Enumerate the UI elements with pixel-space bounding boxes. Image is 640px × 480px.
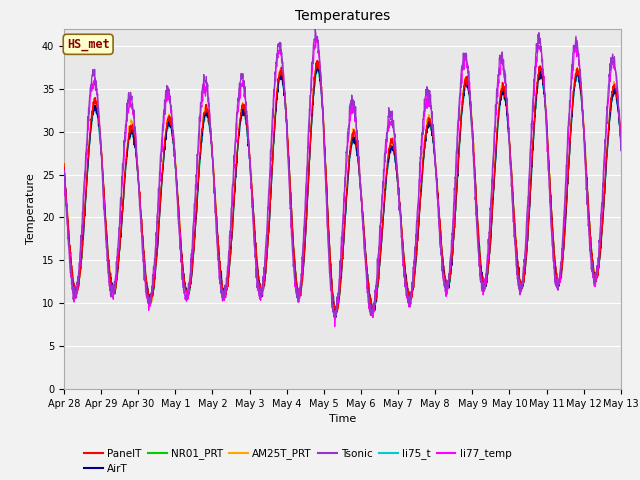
Line: Tsonic: Tsonic — [64, 28, 621, 316]
Tsonic — [601, 137, 609, 143]
AirT — [602, 177, 609, 183]
AM25T_PRT — [617, 133, 625, 139]
AM25T_PRT — [60, 160, 68, 166]
Tsonic — [312, 25, 319, 31]
Tsonic — [617, 148, 625, 154]
PanelT — [88, 111, 96, 117]
AM25T_PRT — [332, 310, 340, 315]
li77_temp — [602, 148, 609, 154]
li77_temp — [312, 34, 320, 40]
AM25T_PRT — [602, 178, 609, 183]
Title: Temperatures: Temperatures — [295, 10, 390, 24]
PanelT — [499, 83, 507, 89]
li77_temp — [60, 168, 68, 174]
NR01_PRT — [602, 181, 609, 187]
AirT — [316, 76, 324, 82]
Text: HS_met: HS_met — [67, 38, 109, 51]
AM25T_PRT — [499, 83, 507, 88]
li75_t — [602, 182, 609, 188]
AM25T_PRT — [331, 306, 339, 312]
Tsonic — [331, 313, 339, 319]
AM25T_PRT — [316, 72, 324, 78]
AirT — [331, 312, 339, 318]
Tsonic — [602, 141, 609, 146]
li75_t — [314, 66, 321, 72]
PanelT — [316, 76, 324, 82]
NR01_PRT — [60, 168, 68, 174]
Tsonic — [60, 168, 68, 173]
li75_t — [88, 118, 96, 123]
li75_t — [60, 169, 68, 175]
li75_t — [332, 310, 339, 316]
li75_t — [499, 93, 507, 98]
PanelT — [314, 58, 321, 63]
Tsonic — [88, 72, 96, 77]
AirT — [617, 136, 625, 142]
li77_temp — [331, 324, 339, 329]
NR01_PRT — [314, 62, 321, 68]
li75_t — [316, 80, 324, 85]
AirT — [313, 62, 321, 68]
AirT — [499, 87, 507, 93]
Y-axis label: Temperature: Temperature — [26, 173, 36, 244]
PanelT — [601, 180, 609, 186]
NR01_PRT — [333, 311, 340, 316]
li77_temp — [88, 81, 96, 87]
Tsonic — [316, 66, 324, 72]
Tsonic — [499, 56, 507, 62]
Line: li75_t: li75_t — [64, 69, 621, 313]
NR01_PRT — [601, 182, 609, 188]
li77_temp — [601, 156, 609, 162]
li77_temp — [332, 316, 339, 322]
li75_t — [331, 307, 339, 312]
PanelT — [60, 161, 68, 167]
Line: li77_temp: li77_temp — [64, 37, 621, 326]
Line: PanelT: PanelT — [64, 60, 621, 313]
Tsonic — [332, 312, 339, 318]
NR01_PRT — [88, 114, 96, 120]
AirT — [601, 189, 609, 194]
X-axis label: Time: Time — [329, 414, 356, 424]
AM25T_PRT — [314, 58, 321, 64]
li77_temp — [499, 62, 507, 68]
li77_temp — [617, 136, 625, 142]
AirT — [60, 165, 68, 171]
li75_t — [617, 146, 625, 152]
AirT — [88, 112, 96, 118]
PanelT — [617, 138, 625, 144]
Line: NR01_PRT: NR01_PRT — [64, 65, 621, 313]
PanelT — [332, 311, 340, 316]
AirT — [332, 314, 340, 320]
NR01_PRT — [316, 77, 324, 83]
Line: AM25T_PRT: AM25T_PRT — [64, 61, 621, 312]
Line: AirT: AirT — [64, 65, 621, 317]
NR01_PRT — [331, 305, 339, 311]
li77_temp — [316, 63, 324, 69]
PanelT — [331, 304, 339, 310]
Legend: PanelT, AirT, NR01_PRT, AM25T_PRT, Tsonic, li75_t, li77_temp: PanelT, AirT, NR01_PRT, AM25T_PRT, Tsoni… — [80, 444, 516, 478]
NR01_PRT — [499, 86, 507, 92]
AM25T_PRT — [88, 108, 96, 113]
NR01_PRT — [617, 136, 625, 142]
AM25T_PRT — [601, 181, 609, 187]
PanelT — [602, 178, 609, 183]
li75_t — [601, 182, 609, 188]
